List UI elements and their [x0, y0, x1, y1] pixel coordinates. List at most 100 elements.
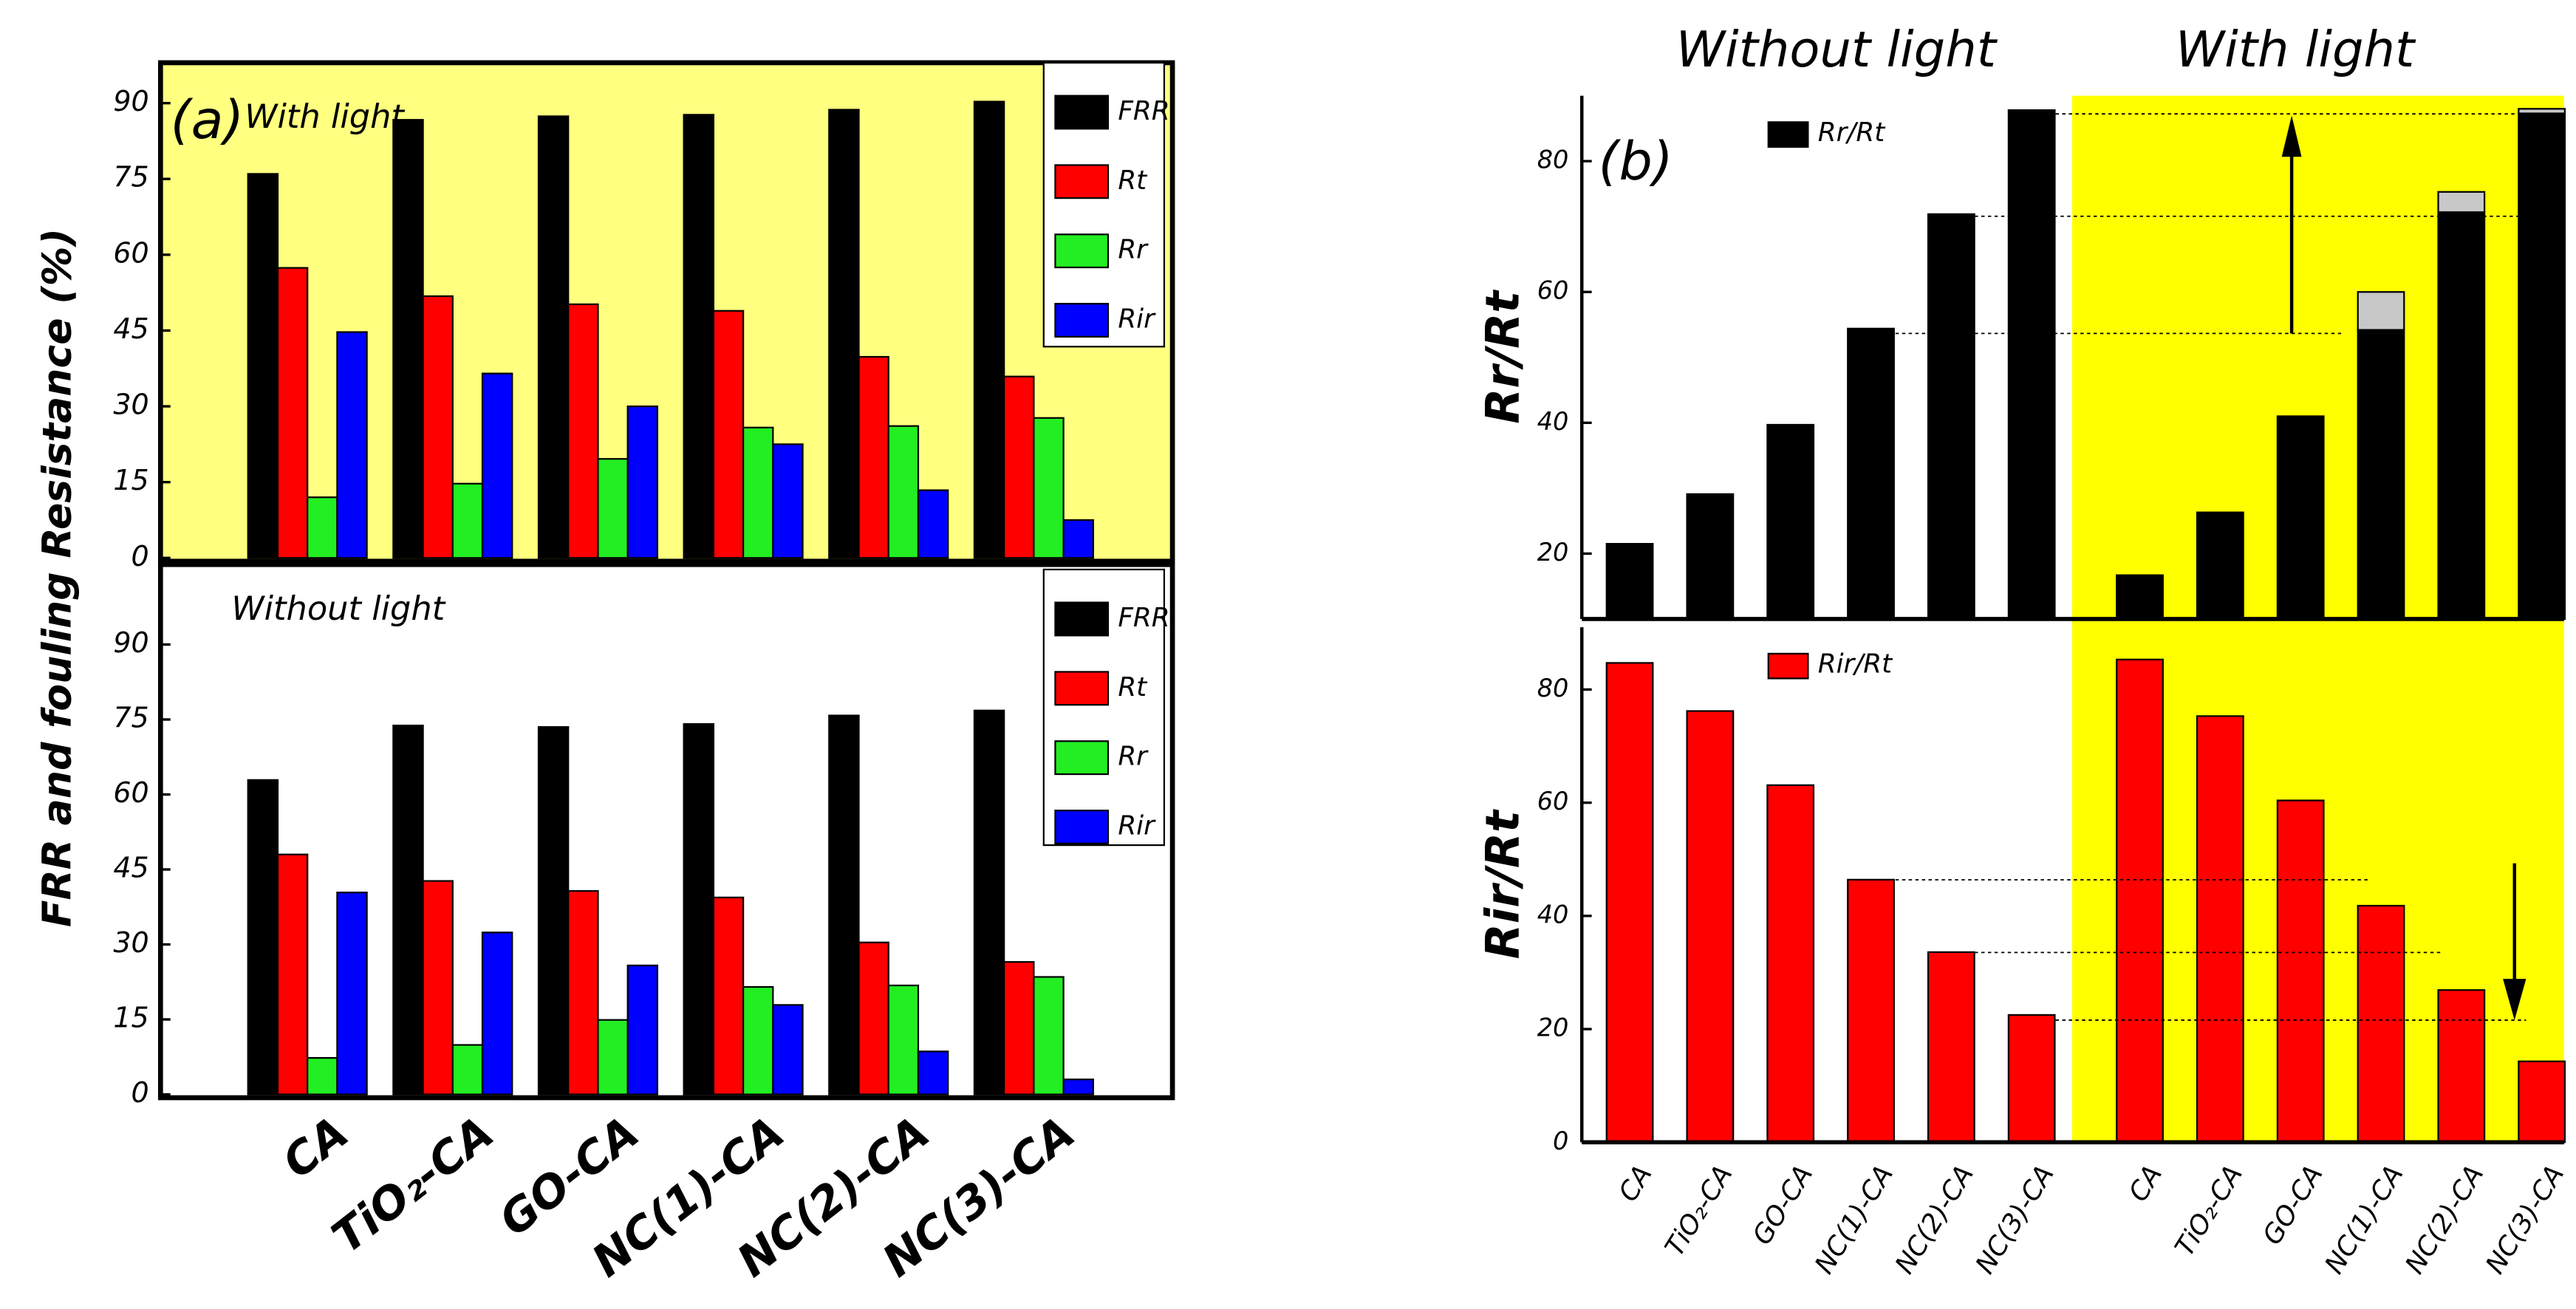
legend-swatch	[1054, 740, 1110, 776]
y-tick-label: 20	[1537, 538, 1569, 567]
bar	[858, 355, 889, 559]
bar	[742, 985, 774, 1096]
y-tick-label: 60	[113, 236, 148, 269]
legend-swatch	[1054, 233, 1110, 269]
bar	[887, 984, 920, 1096]
y-tick-label: 0	[1553, 1127, 1568, 1155]
x-tick-label: CA	[273, 1107, 358, 1189]
bar	[828, 109, 860, 559]
bar	[276, 267, 309, 559]
bar	[917, 489, 949, 559]
plot-border	[157, 60, 1175, 564]
bar	[597, 1019, 629, 1096]
bar	[1927, 213, 1975, 621]
y-tick-label: 30	[113, 926, 148, 959]
y-tick-label: 30	[113, 389, 148, 421]
legend-swatch	[1054, 95, 1110, 130]
x-tick-label: TiO₂-CA	[2170, 1160, 2249, 1262]
arrow-head	[2281, 115, 2302, 157]
bar	[481, 372, 513, 559]
legend-swatch	[1054, 671, 1110, 706]
bar	[2437, 191, 2486, 213]
x-tick-label: TiO₂-CA	[1659, 1160, 1738, 1262]
x-tick-label: NC(3)-CA	[1970, 1160, 2060, 1279]
y-tick-label: 75	[113, 161, 148, 194]
bar	[772, 1004, 804, 1096]
legend-swatch	[1054, 303, 1110, 338]
bar	[307, 496, 338, 559]
bar	[392, 119, 424, 559]
bar	[1033, 417, 1065, 559]
y-tick-label: 60	[1537, 276, 1569, 305]
plot-border	[157, 561, 1175, 1101]
bar	[712, 310, 745, 559]
legend-swatch	[1767, 121, 1809, 148]
bar	[2116, 658, 2164, 1144]
bar	[2196, 511, 2244, 621]
bar	[2357, 904, 2405, 1144]
y-tick-label: 40	[1537, 900, 1569, 929]
group-label: With light	[2176, 21, 2416, 78]
legend-swatch	[1767, 652, 1809, 680]
bar	[626, 964, 659, 1096]
y-axis-label: Rr/Rt	[1476, 290, 1530, 424]
bar	[1605, 662, 1654, 1144]
bar	[307, 1056, 338, 1096]
legend-label: Rt	[1118, 672, 1148, 703]
legend-swatch	[1054, 164, 1110, 199]
subplot-title: Without light	[231, 589, 445, 628]
x-tick-label: NC(1)-CA	[1809, 1160, 1899, 1279]
bar	[2518, 1060, 2566, 1144]
bar	[567, 303, 599, 559]
legend-label: Rir	[1118, 811, 1156, 841]
y-tick-label: 80	[1537, 146, 1569, 174]
bar	[2276, 799, 2325, 1144]
y-tick-label: 20	[1537, 1014, 1569, 1042]
y-tick-label: 80	[1537, 674, 1569, 703]
legend-swatch	[1054, 810, 1110, 844]
bar	[247, 779, 279, 1096]
y-tick-label: 0	[131, 540, 148, 573]
bar	[2116, 574, 2164, 621]
decorations	[1895, 113, 2564, 1021]
x-tick-label: NC(2)-CA	[1890, 1160, 1980, 1279]
x-tick-label: CA	[2123, 1160, 2168, 1207]
bar	[683, 114, 714, 559]
bar	[2357, 291, 2405, 331]
bar	[712, 896, 745, 1096]
bar	[973, 100, 1005, 559]
bar	[2276, 415, 2325, 621]
bar	[537, 115, 570, 559]
bar	[917, 1050, 949, 1096]
legend-label: Rr/Rt	[1818, 117, 1886, 148]
y-tick-label: 0	[131, 1076, 148, 1109]
x-tick-label: CA	[1613, 1160, 1658, 1207]
bar	[451, 1044, 484, 1096]
bar	[2518, 108, 2566, 115]
y-tick-label: 15	[113, 1002, 148, 1034]
x-tick-label: NC(2)-CA	[2399, 1160, 2490, 1279]
bar	[336, 892, 368, 1096]
y-tick-label: 75	[113, 701, 148, 734]
bar	[858, 941, 889, 1096]
arrow-head	[2503, 979, 2527, 1020]
bar	[2196, 715, 2244, 1144]
y-axis-label: FRR and fouling Resistance (%)	[34, 228, 81, 927]
bar	[887, 425, 920, 559]
bar	[1686, 710, 1735, 1144]
bar	[422, 880, 454, 1096]
bar	[567, 889, 599, 1096]
legend-label: Rr	[1118, 742, 1149, 772]
bar	[772, 443, 804, 559]
legend-swatch	[1054, 601, 1110, 637]
bar	[828, 714, 860, 1096]
bar	[2437, 989, 2486, 1144]
bar	[1033, 976, 1065, 1096]
bar	[2007, 1014, 2056, 1144]
y-tick-label: 90	[113, 626, 148, 659]
y-tick-label: 40	[1537, 407, 1569, 436]
bar	[451, 482, 484, 559]
legend-label: Rr	[1118, 235, 1149, 265]
